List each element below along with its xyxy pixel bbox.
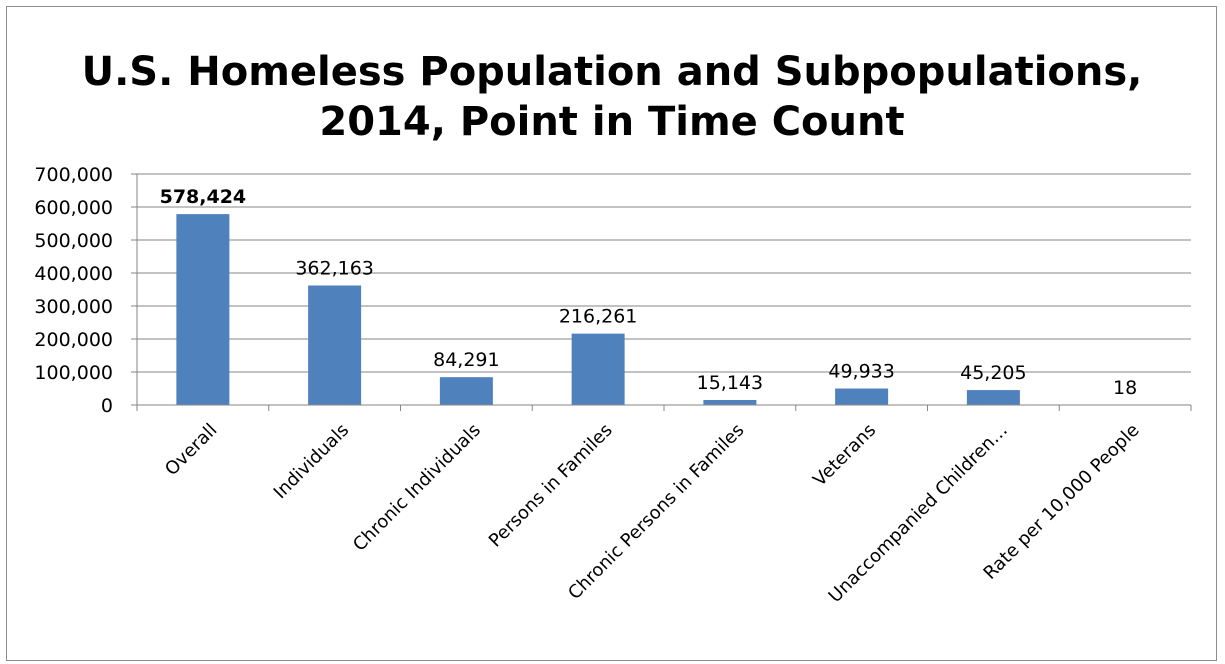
data-label: 216,261 [559,306,638,328]
category-label: Individuals [270,420,353,503]
category-label: Persons in Familes [485,420,617,552]
y-tick-label: 0 [101,395,113,417]
bars [176,214,1152,405]
data-label: 15,143 [697,372,763,394]
category-label: Chronic Individuals [349,420,485,556]
axes [131,173,1192,411]
bar [835,388,889,405]
y-tick-label: 700,000 [34,164,113,186]
data-label: 45,205 [960,362,1026,384]
y-tick-label: 200,000 [34,329,113,351]
y-tick-label: 400,000 [34,263,113,285]
data-label: 578,424 [160,186,247,208]
bar [966,390,1020,405]
chart-title-line-1: U.S. Homeless Population and Subpopulati… [82,49,1143,95]
y-tick-label: 300,000 [34,296,113,318]
data-label: 362,163 [295,257,374,279]
category-label: Veterans [809,420,880,491]
y-axis-ticks: 0 100,000 200,000 300,000 400,000 500,000 600,… [34,164,113,417]
category-label: Rate per 10,000 People [980,420,1144,584]
data-label: 49,933 [828,361,894,383]
bar [176,214,230,405]
bar [703,400,757,405]
bar [439,377,493,405]
bar [571,333,625,405]
data-label: 18 [1113,377,1137,399]
bar [308,285,362,405]
category-label: Overall [161,420,221,480]
y-tick-label: 600,000 [34,197,113,219]
data-labels: 578,424 362,163 84,291 216,261 15,143 49,933 4… [160,186,1138,399]
y-tick-label: 100,000 [34,362,113,384]
y-tick-label: 500,000 [34,230,113,252]
chart-title-line-2: 2014, Point in Time Count [319,99,904,145]
data-label: 84,291 [433,349,499,371]
